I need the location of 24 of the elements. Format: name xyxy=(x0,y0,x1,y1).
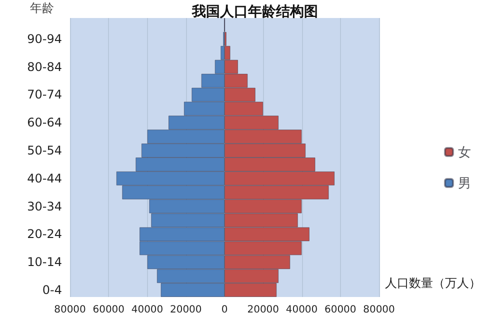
y-tick-label: 60-64 xyxy=(27,116,62,130)
y-tick-label: 30-34 xyxy=(27,199,62,214)
y-tick-label: 10-14 xyxy=(27,255,62,270)
y-tick-label: 20-24 xyxy=(27,227,62,242)
x-tick-label: 80000 xyxy=(363,304,395,316)
y-tick-label: 90-94 xyxy=(27,32,62,46)
x-tick-label: 60000 xyxy=(92,304,125,316)
x-tick-label: 40000 xyxy=(286,304,318,316)
x-tick-label: 20000 xyxy=(170,304,202,316)
legend-label: 男 xyxy=(458,176,471,190)
x-tick-label: 20000 xyxy=(247,304,280,316)
y-tick-label: 80-84 xyxy=(27,60,62,74)
x-tick-label: 60000 xyxy=(324,304,356,316)
x-tick-label: 40000 xyxy=(131,304,164,316)
legend-label: 女 xyxy=(458,144,471,160)
x-tick-label: 80000 xyxy=(54,304,86,316)
y-tick-label: 40-44 xyxy=(27,171,62,186)
chart-title: 我国人口年龄结构图 xyxy=(191,4,318,20)
y-tick-label: 0-4 xyxy=(42,283,62,298)
x-axis-title: 人口数量（万人） xyxy=(385,276,481,290)
y-axis-title: 年龄 xyxy=(30,1,54,15)
y-tick-label: 70-74 xyxy=(27,88,62,102)
y-tick-label: 50-54 xyxy=(27,144,62,158)
x-tick-label: 0 xyxy=(221,304,228,316)
